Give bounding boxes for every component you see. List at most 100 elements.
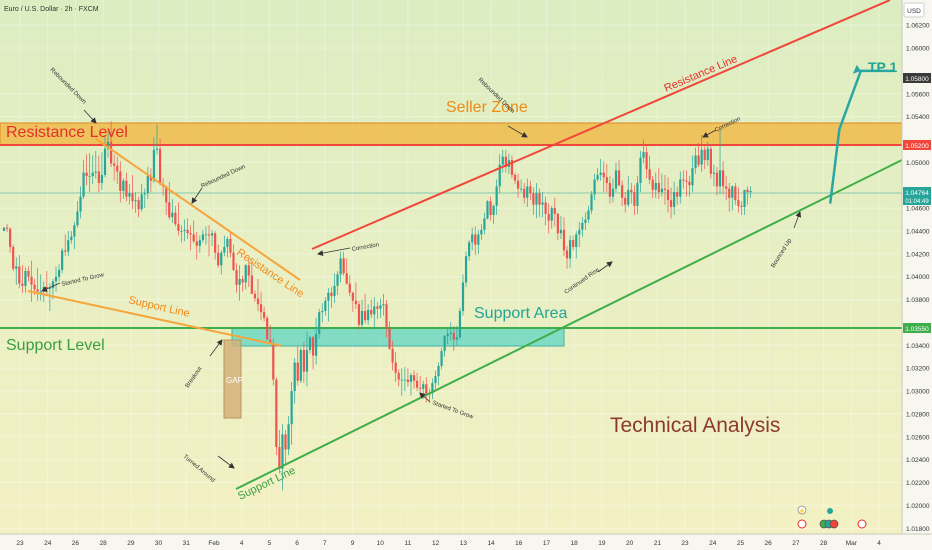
candle-body — [624, 197, 627, 205]
time-tick-label: 16 — [515, 540, 523, 547]
candle-body — [12, 246, 15, 269]
candle-body — [458, 311, 462, 338]
candle-body — [703, 149, 706, 161]
candle-body — [422, 384, 425, 389]
price-tick-label: 1.05400 — [906, 114, 930, 121]
candle-body — [302, 349, 305, 372]
candle-body — [599, 172, 602, 175]
time-tick-label: 7 — [323, 540, 327, 547]
candle-body — [504, 156, 507, 167]
price-tick-label: 1.01800 — [906, 526, 930, 533]
candle-body — [446, 333, 449, 337]
candle-body — [2, 227, 6, 231]
time-tick-label: 18 — [571, 540, 579, 547]
event-icons[interactable]: ⚡ — [797, 505, 867, 529]
candle-body — [373, 306, 376, 315]
time-tick-label: 11 — [405, 540, 412, 547]
time-tick-label: 5 — [268, 540, 272, 547]
candle-body — [569, 240, 572, 259]
time-tick-label: 24 — [44, 540, 52, 547]
time-tick-label: 30 — [155, 540, 163, 547]
candle-body — [229, 238, 232, 253]
candle-body — [79, 196, 82, 212]
candle-body — [379, 305, 382, 309]
candle-body — [287, 424, 290, 450]
candle-body — [210, 233, 214, 236]
candle-body — [443, 336, 446, 352]
candle-body — [611, 188, 615, 197]
candle-body — [409, 375, 413, 382]
candle-body — [214, 233, 217, 253]
flag-eu-icon[interactable] — [797, 519, 807, 529]
price-tick-label: 1.03200 — [906, 366, 930, 373]
candle-body — [391, 348, 394, 363]
time-tick-label: 28 — [100, 540, 108, 547]
arrow-grow-2 — [419, 392, 431, 403]
time-tick-label: 26 — [72, 540, 80, 547]
support-price-value: 1.03550 — [905, 326, 929, 333]
candle-body — [128, 193, 131, 197]
time-axis-panel — [0, 534, 932, 550]
candle-body — [587, 210, 590, 220]
tp-label: TP 1 — [868, 59, 898, 75]
time-tick-label: 14 — [487, 540, 495, 547]
candle-body — [143, 193, 146, 195]
candle-body — [559, 229, 563, 234]
candle-body — [722, 170, 725, 187]
candle-body — [578, 229, 581, 235]
candle-body — [425, 384, 428, 395]
candle-body — [660, 188, 663, 193]
price-tick-label: 1.03400 — [906, 343, 930, 350]
time-tick-label: 23 — [16, 540, 24, 547]
candle-body — [269, 339, 272, 344]
lightning-icon[interactable] — [797, 505, 807, 515]
tp-price-value: 1.05800 — [905, 76, 929, 83]
resistance-price-badge — [903, 140, 931, 150]
candle-body — [492, 205, 495, 215]
candle-body — [324, 300, 327, 312]
candle-body — [596, 174, 599, 180]
candle-body — [565, 250, 569, 259]
price-axis-panel — [902, 0, 932, 534]
arrow-turned — [217, 455, 235, 469]
event-dot-icon[interactable] — [827, 508, 833, 514]
time-tick-label: 9 — [351, 540, 355, 547]
candle-body — [376, 306, 379, 309]
candle-body — [30, 276, 33, 285]
arrow-correction-1 — [317, 247, 351, 257]
candle-body — [327, 292, 330, 301]
candle-body — [204, 234, 208, 236]
candle-body — [538, 193, 541, 205]
candle-body — [516, 180, 520, 189]
resistance-level-label: Resistance Level — [6, 124, 128, 141]
candle-body — [223, 246, 226, 253]
candle-body — [394, 362, 397, 373]
candle-body — [76, 211, 79, 226]
currency-badge[interactable] — [903, 2, 925, 18]
candle-body — [590, 194, 593, 211]
seller-zone-band — [0, 122, 903, 146]
time-tick-label: 12 — [432, 540, 440, 547]
resistance-line-down — [95, 138, 301, 281]
candle-body — [706, 148, 709, 161]
candle-body — [483, 218, 486, 230]
candle-body — [645, 152, 648, 170]
candle-body — [746, 189, 749, 193]
candle-body — [88, 176, 91, 177]
time-tick-label: 23 — [681, 540, 689, 547]
candle-body — [474, 234, 477, 245]
candle-body — [36, 289, 39, 292]
candle-body — [165, 186, 168, 203]
candle-body — [171, 212, 174, 218]
candle-body — [709, 148, 712, 174]
candle-body — [339, 258, 342, 275]
candle-body — [82, 172, 85, 197]
candle-body — [572, 240, 575, 247]
candle-body — [9, 228, 12, 247]
candle-body — [440, 351, 443, 366]
flag-us-icon[interactable] — [857, 519, 867, 529]
candle-body — [250, 275, 253, 294]
arrow-breakout — [209, 339, 223, 357]
flag-icon-3[interactable] — [829, 519, 839, 529]
